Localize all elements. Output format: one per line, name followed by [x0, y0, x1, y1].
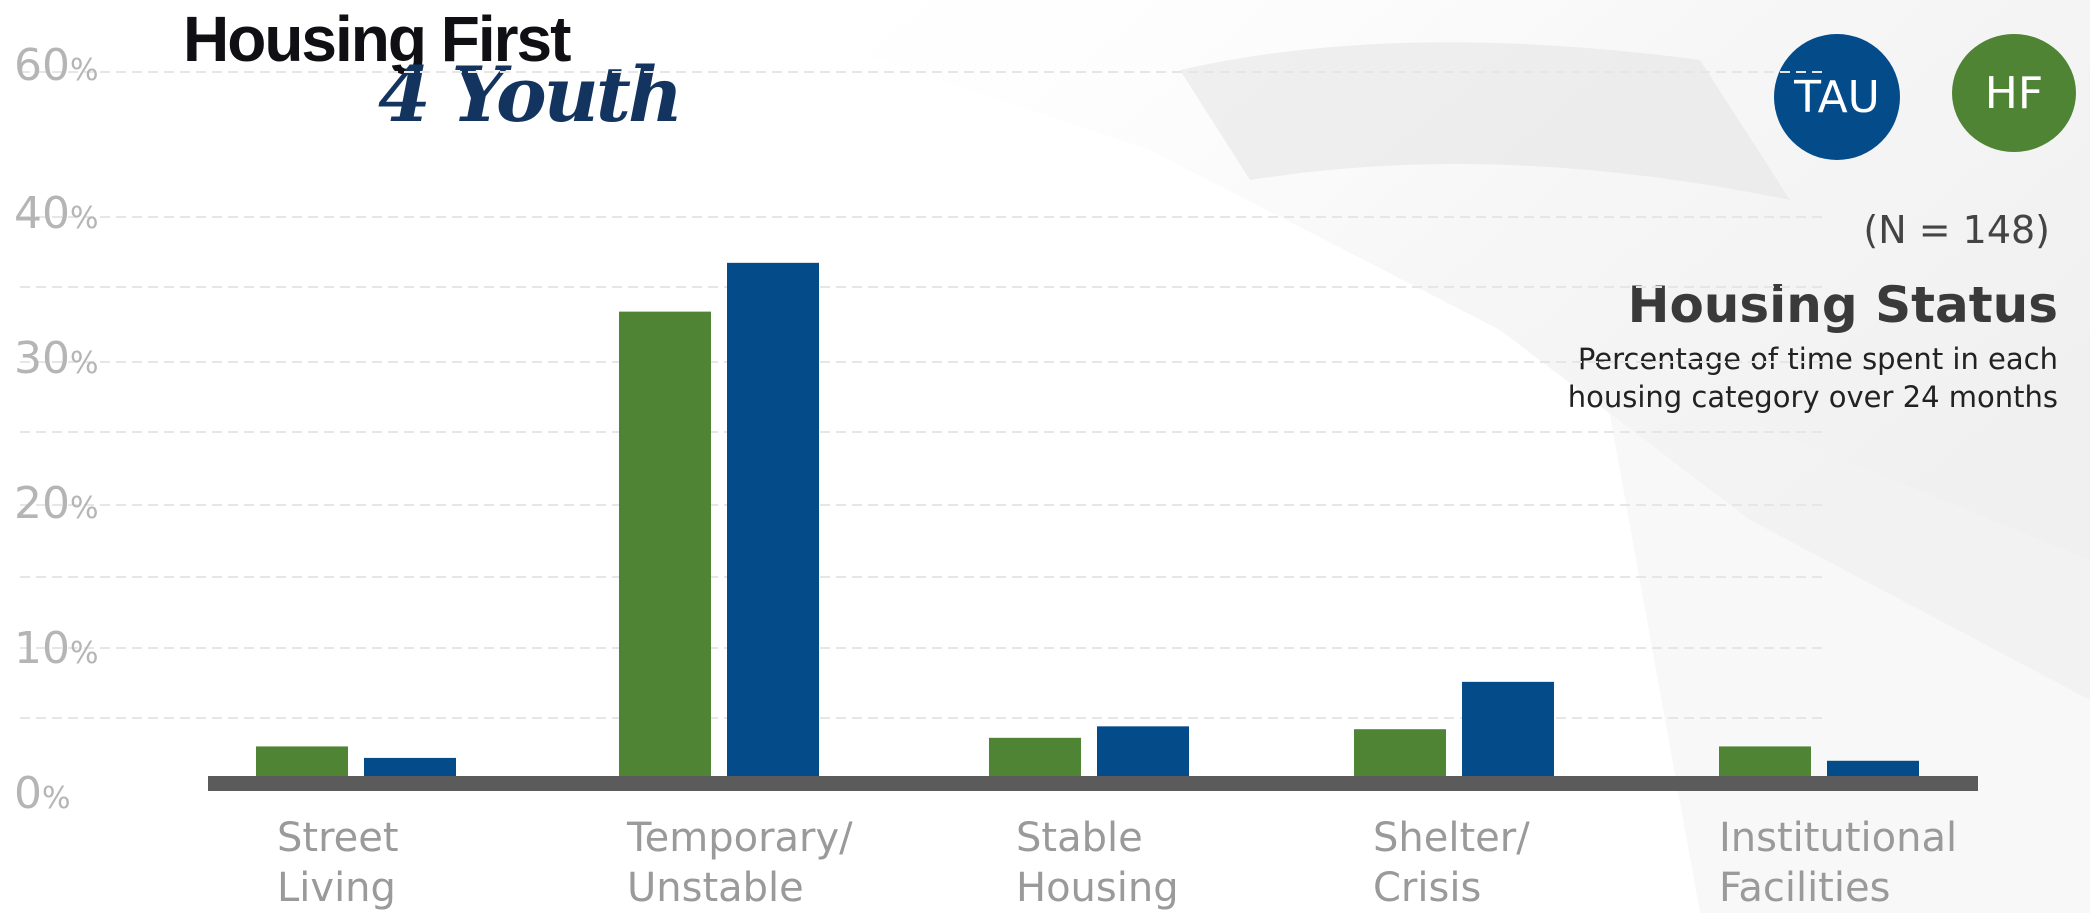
y-tick-percent: % [70, 53, 99, 88]
bar-blue [727, 262, 819, 779]
logo-text-line1: Housing First [183, 3, 571, 75]
bar-green [256, 746, 348, 778]
y-tick-percent: % [70, 636, 99, 671]
y-tick-label: 60% [14, 40, 99, 91]
bar-green [619, 311, 711, 778]
legend-hf-label: HF [1984, 67, 2044, 119]
x-category-label: Street [277, 815, 399, 861]
bar-blue [1462, 681, 1554, 778]
legend-tau-circle: TAU [1774, 34, 1900, 160]
x-category-label: Living [277, 865, 396, 911]
x-category-label: Stable [1016, 815, 1143, 861]
x-category-label: Unstable [627, 865, 804, 911]
legend-hf-circle: HF [1952, 34, 2076, 152]
legend-tau-label: TAU [1794, 71, 1880, 123]
y-tick-percent: % [70, 346, 99, 381]
bar-blue [364, 757, 456, 778]
bar-green [989, 737, 1081, 778]
x-axis-baseline [208, 776, 1978, 791]
x-category-label: Institutional [1719, 815, 1957, 861]
y-tick-number: 10 [14, 623, 70, 674]
x-category-label: Temporary/ [626, 815, 853, 861]
y-tick-label: 40% [14, 188, 99, 239]
x-category-label: Facilities [1719, 865, 1890, 911]
bar-blue [1827, 760, 1919, 778]
x-category-label: Shelter/ [1373, 815, 1530, 861]
chart-subtitle-line1: Percentage of time spent in each [1577, 342, 2058, 376]
bar-green [1719, 746, 1811, 778]
y-tick-label: 10% [14, 623, 99, 674]
y-tick-number: 60 [14, 40, 70, 91]
logo-text-line2: 4 Youth [378, 50, 683, 139]
y-tick-number: 40 [14, 188, 70, 239]
housing-first-4-youth-logo: Housing First 4 Youth [183, 2, 683, 152]
y-tick-number: 0 [14, 768, 42, 819]
y-tick-number: 30 [14, 333, 70, 384]
bar-blue [1097, 726, 1189, 778]
y-tick-number: 20 [14, 478, 70, 529]
chart-title: Housing Status [1627, 276, 2058, 334]
chart-subtitle-line2: housing category over 24 months [1567, 380, 2058, 414]
y-tick-percent: % [70, 491, 99, 526]
x-category-label: Crisis [1373, 865, 1481, 911]
y-tick-label: 0% [14, 768, 71, 819]
y-tick-percent: % [70, 201, 99, 236]
y-tick-percent: % [42, 781, 71, 816]
sample-size: (N = 148) [1863, 208, 2050, 252]
y-tick-label: 30% [14, 333, 99, 384]
bar-green [1354, 729, 1446, 778]
x-category-label: Housing [1016, 865, 1179, 911]
chart-subtitle: Percentage of time spent in each housing… [1458, 340, 2058, 416]
y-tick-label: 20% [14, 478, 99, 529]
